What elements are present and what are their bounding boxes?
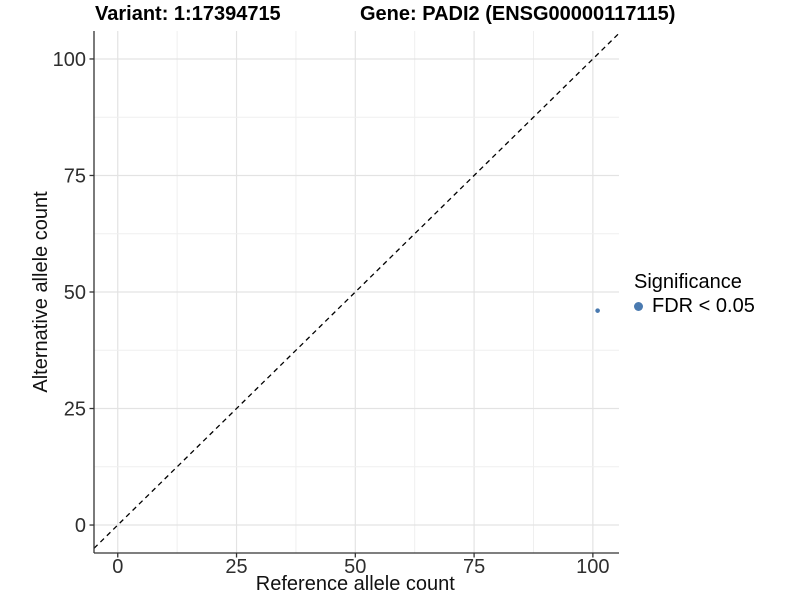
point-icon	[634, 301, 643, 311]
legend-key	[634, 301, 652, 311]
y-tick-label: 50	[64, 282, 86, 304]
legend-entry-label: FDR < 0.05	[652, 295, 755, 317]
x-tick-label: 75	[463, 556, 485, 578]
x-axis-title: Reference allele count	[256, 573, 455, 595]
x-tick-label: 25	[225, 556, 247, 578]
plot-title-variant: Variant: 1:17394715	[95, 3, 281, 25]
legend-title: Significance	[634, 271, 742, 293]
identity-line	[94, 32, 619, 549]
x-tick-label: 50	[344, 556, 366, 578]
y-tick-label: 0	[75, 515, 86, 537]
plot-title-gene: Gene: PADI2 (ENSG00000117115)	[360, 3, 676, 25]
y-axis-title: Alternative allele count	[30, 191, 52, 393]
y-tick-label: 75	[64, 165, 86, 187]
data-point	[595, 308, 600, 313]
legend: Significance FDR < 0.05	[634, 270, 755, 318]
x-tick-label: 0	[112, 556, 123, 578]
x-tick-label: 100	[576, 556, 609, 578]
y-tick-label: 25	[64, 399, 86, 421]
y-tick-label: 100	[53, 49, 86, 71]
legend-entry: FDR < 0.05	[634, 294, 755, 318]
